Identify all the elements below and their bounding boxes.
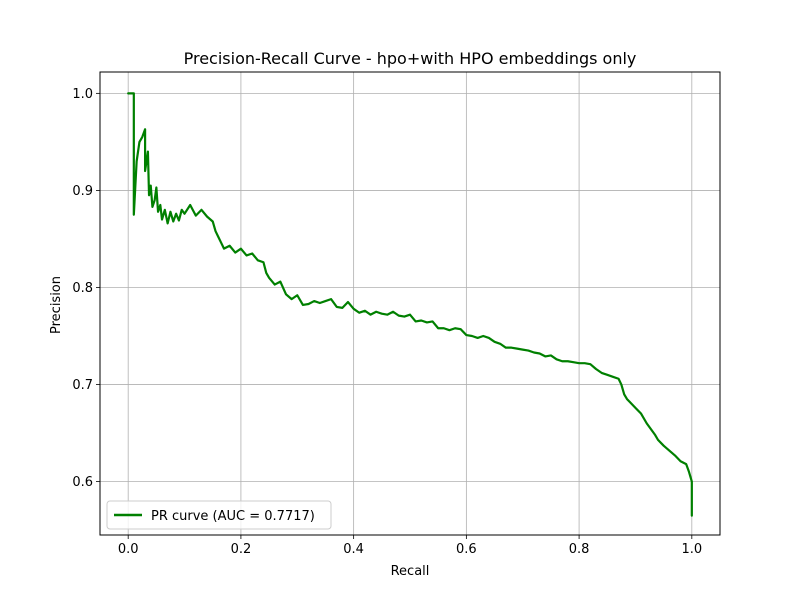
x-tick-label: 1.0 <box>681 542 702 557</box>
y-tick-label: 0.9 <box>72 184 93 199</box>
x-tick-label: 0.8 <box>569 542 590 557</box>
x-tick-label: 0.0 <box>118 542 139 557</box>
y-tick-label: 0.8 <box>72 281 93 296</box>
legend: PR curve (AUC = 0.7717) <box>106 500 332 530</box>
ticks: 0.0 0.2 0.4 0.6 0.8 1.0 0.6 0.7 0.8 0.9 1.0 <box>72 87 702 557</box>
x-tick-label: 0.2 <box>231 542 252 557</box>
x-tick-label: 0.6 <box>456 542 477 557</box>
grid <box>100 72 720 535</box>
y-tick-label: 0.6 <box>72 475 93 490</box>
y-tick-label: 1.0 <box>72 87 93 102</box>
y-axis-label: Precision <box>49 276 64 334</box>
series-line <box>127 92 693 517</box>
plot-frame <box>99 71 721 536</box>
legend-box <box>106 500 332 530</box>
y-tick-label: 0.7 <box>72 378 93 393</box>
legend-label: PR curve (AUC = 0.7717) <box>151 509 315 524</box>
series-layer <box>127 92 693 517</box>
chart-title: Precision-Recall Curve - hpo+with HPO em… <box>184 49 637 68</box>
x-axis-label: Recall <box>391 564 430 579</box>
x-tick-label: 0.4 <box>343 542 364 557</box>
